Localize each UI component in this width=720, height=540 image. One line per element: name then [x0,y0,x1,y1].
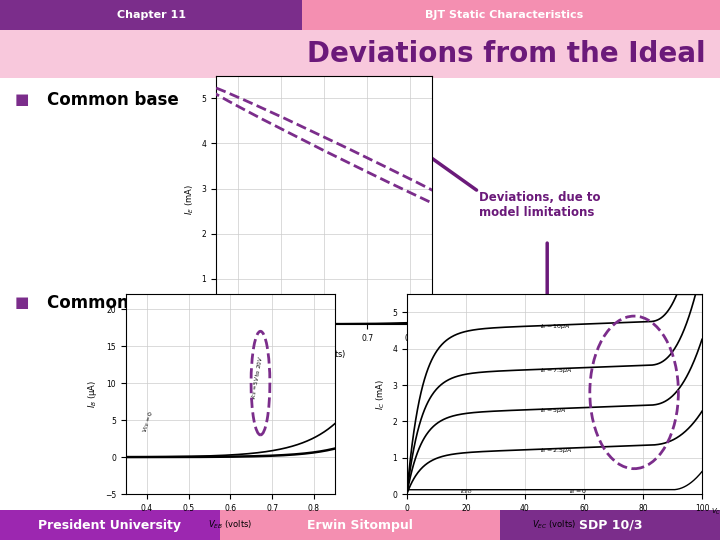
Text: Common emitter: Common emitter [47,294,204,312]
Bar [0,0,302,30]
X-axis label: $V_{EC}$ (volts): $V_{EC}$ (volts) [532,518,577,531]
Bar [302,0,720,30]
Text: SDP 10/3: SDP 10/3 [579,518,642,532]
Text: $I_B = 0$: $I_B = 0$ [569,488,588,496]
Bar [0,510,220,540]
Text: ■: ■ [14,92,29,107]
X-axis label: $V_{EB}$ (volts): $V_{EB}$ (volts) [208,518,253,531]
Text: Chapter 11: Chapter 11 [117,10,186,20]
Text: $V_{CE}=5V$ to $20V$: $V_{CE}=5V$ to $20V$ [249,355,266,401]
Text: Deviations, due to
model limitations: Deviations, due to model limitations [479,191,600,219]
Text: President University: President University [38,518,181,532]
Text: Common base: Common base [47,91,179,109]
Text: $V_{CE}=0$: $V_{CE}=0$ [140,409,156,434]
Bar [0,30,720,78]
Y-axis label: $I_B$ (μA): $I_B$ (μA) [86,380,99,408]
Text: $I_B = 2.5\mu A$: $I_B = 2.5\mu A$ [539,446,572,455]
Bar [500,510,720,540]
Text: BJT Static Characteristics: BJT Static Characteristics [425,10,583,20]
Text: $I_B = 7.5\mu A$: $I_B = 7.5\mu A$ [539,366,572,375]
Text: ■: ■ [14,295,29,310]
Y-axis label: $I_C$ (mA): $I_C$ (mA) [374,379,387,410]
Text: Erwin Sitompul: Erwin Sitompul [307,518,413,532]
Text: $I_B = 10\mu A$: $I_B = 10\mu A$ [539,322,570,331]
Bar [220,510,500,540]
Text: $I_{CEO}$: $I_{CEO}$ [460,488,473,496]
Y-axis label: $I_E$ (mA): $I_E$ (mA) [184,184,196,215]
Text: Deviations from the Ideal: Deviations from the Ideal [307,40,706,68]
X-axis label: $V_{EB}$ (volts): $V_{EB}$ (volts) [302,348,346,361]
Text: $V_{CEO}$: $V_{CEO}$ [711,507,720,517]
Text: $I_B = 5\mu A$: $I_B = 5\mu A$ [539,406,566,415]
